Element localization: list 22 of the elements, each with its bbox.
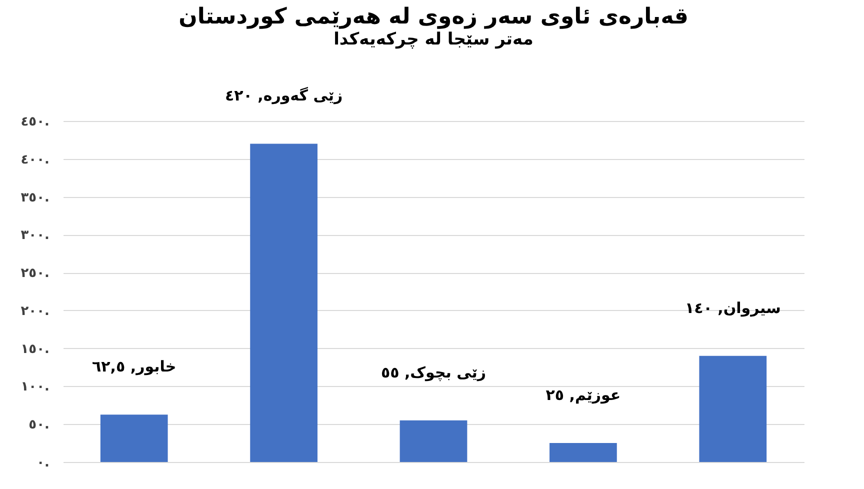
- y-tick-label: ٠.: [36, 456, 50, 470]
- y-tick-label: ٣٥٠.: [20, 190, 50, 206]
- bar: [550, 443, 617, 462]
- bar: [250, 144, 318, 462]
- y-tick-label: ٤٠٠.: [20, 152, 50, 168]
- y-tick-label: ٣٠٠.: [20, 228, 50, 244]
- data-label: زێی بچوک, ٥٥: [380, 363, 486, 382]
- chart-subtitle: مەتر سێجا لە چرکەیەکدا: [334, 30, 534, 50]
- bar: [400, 420, 468, 462]
- chart-title: قەبارەی ئاوی سەر زەوی لە هەرێمی کوردستان: [178, 4, 688, 30]
- bar: [699, 356, 767, 462]
- data-label: خابور, ٦٢,٥: [92, 358, 176, 376]
- y-tick-label: ٤٥٠.: [20, 114, 50, 130]
- y-tick-label: ٢٥٠.: [20, 266, 50, 282]
- y-tick-label: ١٥٠.: [20, 342, 50, 357]
- y-tick-label: ٢٠٠.: [20, 304, 50, 319]
- data-label: سیروان, ١٤٠: [684, 298, 781, 317]
- data-label: عوزێم, ٢٥: [546, 386, 621, 404]
- y-tick-label: ٥٠.: [28, 418, 50, 433]
- data-label: زێی گەورە, ٤٢٠: [224, 86, 343, 105]
- y-tick-label: ١٠٠.: [20, 380, 50, 395]
- bar: [100, 414, 168, 462]
